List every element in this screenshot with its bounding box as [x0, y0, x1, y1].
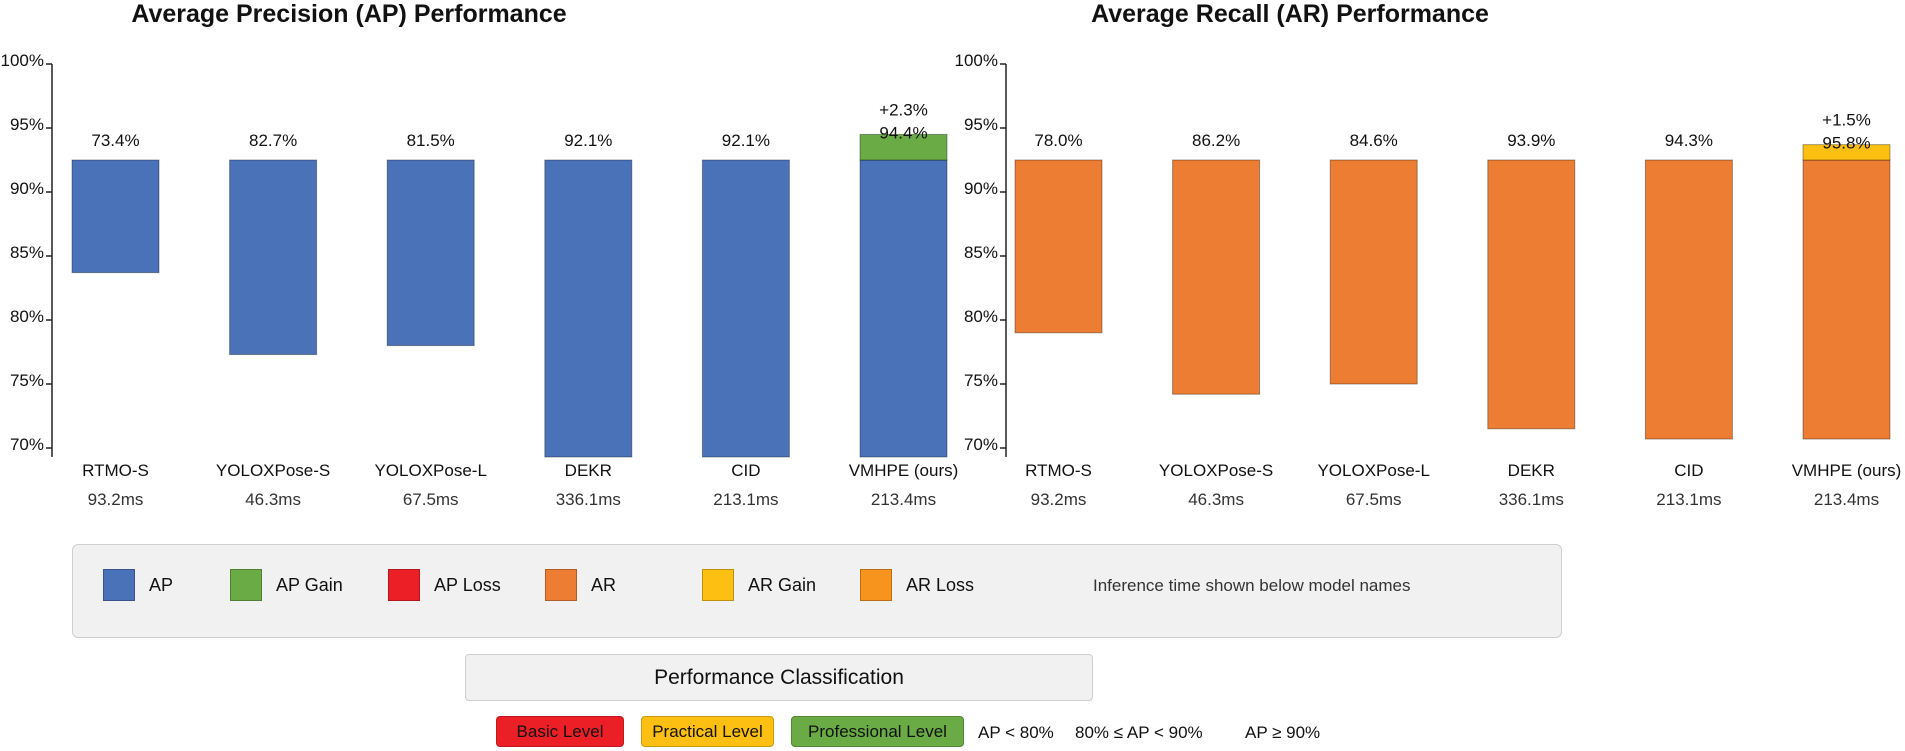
ap-bar-rtmo-s [71, 159, 160, 274]
ap-bar-cid [701, 159, 790, 458]
ap-bar-yoloxpose-l [386, 159, 475, 347]
level-badge-basic: Basic Level [496, 716, 624, 747]
ar-inference-time-rtmo-s: 93.2ms [1031, 490, 1087, 509]
ar-y-tick-label: 90% [964, 179, 998, 198]
legend-swatch-ar [545, 569, 577, 601]
level-badge-professional: Professional Level [791, 716, 964, 747]
legend-swatch-ar-loss [860, 569, 892, 601]
ap-value-label-cid: 92.1% [722, 131, 770, 150]
legend-item-ap: AP [103, 568, 173, 602]
legend: AP AP Gain AP Loss AR AR Gain AR Loss In… [72, 544, 1562, 638]
legend-swatch-ap-gain [230, 569, 262, 601]
ap-value-label-yoloxpose-s: 82.7% [249, 131, 297, 150]
ar-bar-rtmo-s [1014, 159, 1103, 334]
ar-inference-time-yoloxpose-l: 67.5ms [1346, 490, 1402, 509]
ap-y-tick-label: 100% [1, 51, 44, 70]
ap-inference-time-cid: 213.1ms [713, 490, 778, 509]
ap-value-label-rtmo-s: 73.4% [91, 131, 139, 150]
ar-value-label-yoloxpose-s: 86.2% [1192, 131, 1240, 150]
ar-y-tick-label: 100% [955, 51, 998, 70]
ap-y-tick-label: 95% [10, 115, 44, 134]
ar-bar-yoloxpose-l [1329, 159, 1418, 385]
ap-inference-time-yoloxpose-l: 67.5ms [403, 490, 459, 509]
ap-category-label-cid: CID [731, 461, 760, 480]
ar-value-label-yoloxpose-l: 84.6% [1350, 131, 1398, 150]
ap-category-label-vmhpe-ours: VMHPE (ours) [849, 461, 959, 480]
legend-note: Inference time shown below model names [1093, 576, 1411, 595]
ar-y-tick-label: 70% [964, 435, 998, 454]
level-rule-professional: AP ≥ 90% [1245, 723, 1321, 742]
ar-category-label-rtmo-s: RTMO-S [1025, 461, 1092, 480]
ap-category-label-yoloxpose-l: YOLOXPose-L [374, 461, 486, 480]
ar-value-label-cid: 94.3% [1665, 131, 1713, 150]
ar-category-label-dekr: DEKR [1508, 461, 1555, 480]
legend-label-ar: AR [591, 574, 617, 595]
ar-category-label-cid: CID [1674, 461, 1703, 480]
classification-title: Performance Classification [465, 654, 1093, 701]
ap-bar-yoloxpose-s [229, 159, 318, 356]
legend-item-ap-gain: AP Gain [230, 568, 343, 602]
ar-bar-dekr [1487, 159, 1576, 430]
legend-item-ap-loss: AP Loss [388, 568, 501, 602]
ar-gain-bar-vmhpe-ours [1802, 144, 1891, 161]
legend-item-ar: AR [545, 568, 616, 602]
ap-category-label-dekr: DEKR [565, 461, 612, 480]
legend-label-ar-loss: AR Loss [906, 574, 975, 595]
legend-swatch-ap [103, 569, 135, 601]
ar-chart: Average Recall (AR) Performance 70% 75% 80%… [955, 0, 1902, 509]
ap-value-label-yoloxpose-l: 81.5% [407, 131, 455, 150]
ap-y-tick-label: 75% [10, 371, 44, 390]
legend-label-ap-loss: AP Loss [434, 574, 501, 595]
ar-y-tick-label: 85% [964, 243, 998, 262]
legend-swatch-ar-gain [702, 569, 734, 601]
ap-bar-vmhpe-ours [859, 159, 948, 458]
legend-item-ar-gain: AR Gain [702, 568, 816, 602]
legend-label-ap-gain: AP Gain [276, 574, 343, 595]
level-rule-basic: AP < 80% [978, 723, 1054, 742]
level-badge-practical: Practical Level [641, 716, 774, 747]
ar-inference-time-cid: 213.1ms [1656, 490, 1721, 509]
ar-y-tick-label: 80% [964, 307, 998, 326]
ap-inference-time-dekr: 336.1ms [556, 490, 621, 509]
ar-value-label-vmhpe-ours: 95.8% [1822, 134, 1870, 153]
ar-bar-cid [1644, 159, 1733, 440]
legend-label-ap: AP [149, 574, 174, 595]
ar-inference-time-yoloxpose-s: 46.3ms [1188, 490, 1244, 509]
ar-y-tick-label: 95% [964, 115, 998, 134]
ar-value-label-rtmo-s: 78.0% [1034, 131, 1082, 150]
ap-y-tick-label: 70% [10, 435, 44, 454]
ap-bar-dekr [544, 159, 633, 458]
ar-bar-yoloxpose-s [1172, 159, 1261, 395]
ar-inference-time-vmhpe-ours: 213.4ms [1814, 490, 1879, 509]
ap-category-label-yoloxpose-s: YOLOXPose-S [216, 461, 330, 480]
ar-y-tick-label: 75% [964, 371, 998, 390]
ap-y-tick-label: 90% [10, 179, 44, 198]
ar-category-label-yoloxpose-l: YOLOXPose-L [1317, 461, 1429, 480]
ar-inference-time-dekr: 336.1ms [1499, 490, 1564, 509]
legend-label-ar-gain: AR Gain [748, 574, 817, 595]
ar-value-label-dekr: 93.9% [1507, 131, 1555, 150]
level-rule-practical: 80% ≤ AP < 90% [1075, 723, 1203, 742]
ar-chart-title: Average Recall (AR) Performance [1091, 0, 1489, 28]
ap-y-tick-label: 80% [10, 307, 44, 326]
ap-category-label-rtmo-s: RTMO-S [82, 461, 149, 480]
ap-inference-time-rtmo-s: 93.2ms [88, 490, 144, 509]
ap-y-tick-label: 85% [10, 243, 44, 262]
ap-inference-time-vmhpe-ours: 213.4ms [871, 490, 936, 509]
ar-gain-label: +1.5% [1822, 111, 1871, 130]
ar-category-label-yoloxpose-s: YOLOXPose-S [1159, 461, 1273, 480]
ap-chart: Average Precision (AP) Performance 70% 75%… [1, 0, 959, 509]
ap-gain-label: +2.3% [879, 100, 928, 119]
ap-value-label-vmhpe-ours: 94.4% [879, 123, 927, 142]
ar-category-label-vmhpe-ours: VMHPE (ours) [1792, 461, 1902, 480]
legend-item-ar-loss: AR Loss [860, 568, 974, 602]
ap-chart-title: Average Precision (AP) Performance [131, 0, 566, 28]
ap-gain-bar-vmhpe-ours [859, 133, 948, 161]
ar-bar-vmhpe-ours [1802, 159, 1891, 440]
ap-inference-time-yoloxpose-s: 46.3ms [245, 490, 301, 509]
legend-swatch-ap-loss [388, 569, 420, 601]
ap-value-label-dekr: 92.1% [564, 131, 612, 150]
